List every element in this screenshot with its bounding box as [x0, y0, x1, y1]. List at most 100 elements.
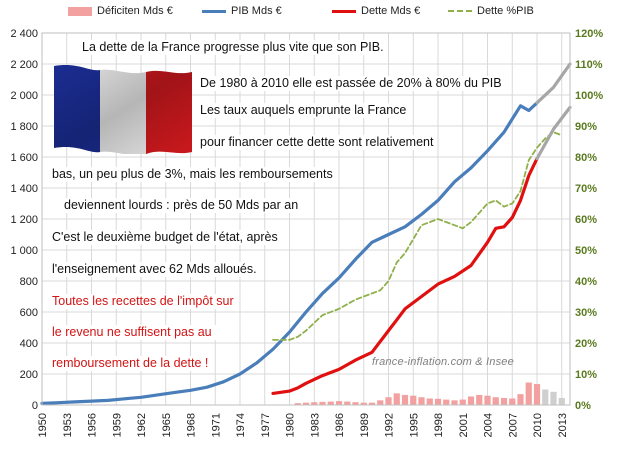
note-line-2: De 1980 à 2010 elle est passée de 20% à … — [196, 76, 506, 91]
note-line-5: bas, un peu plus de 3%, mais les rembour… — [48, 167, 337, 182]
deficit-bar — [393, 393, 400, 405]
left-tick-label: 0 — [32, 400, 38, 412]
deficit-bar — [368, 402, 376, 405]
left-tick-label: 800 — [20, 276, 38, 288]
deficit-bar — [352, 402, 359, 405]
legend-dette-pct-label: Dette %PIB — [477, 5, 534, 17]
left-tick-label: 2 200 — [10, 59, 38, 71]
right-tick-label: 120% — [575, 28, 603, 40]
pib-line — [40, 101, 539, 405]
legend-dette-label: Dette Mds € — [361, 5, 421, 17]
note-line-1: La dette de la France progresse plus vit… — [78, 40, 388, 55]
right-tick-label: 50% — [575, 245, 597, 257]
x-tick-label: 1962 — [136, 413, 148, 437]
deficit-bar — [377, 400, 384, 405]
deficit-bar — [426, 398, 433, 405]
french-flag-icon — [54, 65, 192, 154]
deficit-bar — [492, 397, 499, 405]
deficit-bar — [335, 401, 343, 405]
legend-dette-pct-swatch — [448, 10, 472, 12]
series-lines — [40, 62, 572, 405]
right-tick-label: 40% — [575, 276, 597, 288]
deficit-bars — [294, 382, 565, 405]
x-tick-label: 1956 — [87, 413, 99, 437]
deficit-bar — [500, 398, 508, 405]
right-tick-label: 80% — [575, 152, 597, 164]
note-line-7: C'est le deuxième budget de l'état, aprè… — [48, 230, 282, 245]
dette-pct-line — [272, 131, 563, 341]
legend-deficit-swatch — [68, 6, 92, 16]
x-tick-label: 2001 — [458, 413, 470, 437]
deficit-bar — [459, 399, 466, 405]
note-line-4: pour financer cette dette sont relativem… — [196, 135, 438, 150]
x-tick-label: 1965 — [161, 413, 173, 437]
left-tick-label: 1 200 — [10, 214, 38, 226]
source-credit: france-inflation.com & Insee — [372, 356, 514, 368]
x-tick-label: 1992 — [384, 413, 396, 437]
deficit-bar — [517, 394, 524, 405]
x-tick-label: 1998 — [433, 413, 445, 437]
x-tick-label: 1989 — [359, 413, 371, 437]
x-tick-label: 1995 — [408, 413, 420, 437]
deficit-bar — [558, 398, 565, 405]
x-tick-label: 1983 — [309, 413, 321, 437]
deficit-bar — [443, 399, 450, 405]
legend-dette-pct: Dette %PIB — [448, 4, 534, 18]
legend-deficit: Déficiten Mds € — [68, 4, 173, 18]
deficit-bar — [385, 397, 392, 405]
x-tick-label: 2007 — [507, 413, 519, 437]
left-tick-label: 600 — [20, 307, 38, 319]
x-tick-label: 1980 — [285, 413, 297, 437]
deficit-bar — [401, 394, 409, 405]
x-tick-label: 2013 — [557, 413, 569, 437]
right-tick-label: 90% — [575, 121, 597, 133]
left-tick-label: 1 000 — [10, 245, 38, 257]
note-line-8: l'enseignement avec 62 Mds alloués. — [48, 262, 261, 277]
right-tick-label: 0% — [575, 400, 591, 412]
deficit-bar — [311, 402, 318, 405]
deficit-bar — [484, 395, 491, 405]
right-tick-label: 70% — [575, 183, 597, 195]
x-tick-label: 1959 — [111, 413, 123, 437]
note-red-line-2: le revenu ne suffisent pas au — [48, 325, 216, 340]
x-tick-label: 1968 — [186, 413, 198, 437]
deficit-bar — [451, 400, 458, 405]
right-tick-label: 110% — [575, 59, 603, 71]
x-tick-label: 1974 — [235, 413, 247, 437]
legend-pib-swatch — [202, 9, 226, 13]
deficit-bar — [319, 401, 326, 405]
projection-line — [535, 105, 572, 161]
left-tick-label: 400 — [20, 338, 38, 350]
legend-deficit-label: Déficiten Mds € — [97, 5, 173, 17]
left-tick-label: 1 800 — [10, 121, 38, 133]
left-tick-label: 2 400 — [10, 28, 38, 40]
left-tick-label: 2 000 — [10, 90, 38, 102]
left-tick-label: 200 — [20, 369, 38, 381]
right-tick-label: 10% — [575, 369, 597, 381]
x-tick-label: 1950 — [37, 413, 49, 437]
deficit-bar — [327, 401, 334, 405]
dette-line — [271, 157, 539, 395]
x-tick-label: 2004 — [483, 413, 495, 437]
note-line-6: deviennent lourds : près de 50 Mds par a… — [60, 198, 303, 213]
note-red-line-1: Toutes les recettes de l'impôt sur — [48, 294, 238, 309]
deficit-bar — [476, 394, 483, 405]
deficit-bar — [550, 391, 557, 405]
legend-dette: Dette Mds € — [332, 4, 420, 18]
deficit-bar — [509, 398, 516, 405]
right-tick-label: 20% — [575, 338, 597, 350]
deficit-bar — [294, 403, 301, 405]
legend-pib-label: PIB Mds € — [231, 5, 282, 17]
note-line-3: Les taux auquels emprunte la France — [196, 103, 411, 118]
x-tick-label: 1971 — [210, 413, 222, 437]
deficit-bar — [418, 397, 425, 405]
deficit-bar — [467, 396, 475, 405]
right-tick-label: 100% — [575, 90, 603, 102]
projection-line — [535, 62, 572, 105]
deficit-bar — [533, 384, 541, 405]
plot-border — [41, 32, 571, 406]
deficit-bar — [542, 389, 549, 405]
deficit-bar — [525, 382, 532, 405]
legend-dette-swatch — [332, 9, 356, 13]
